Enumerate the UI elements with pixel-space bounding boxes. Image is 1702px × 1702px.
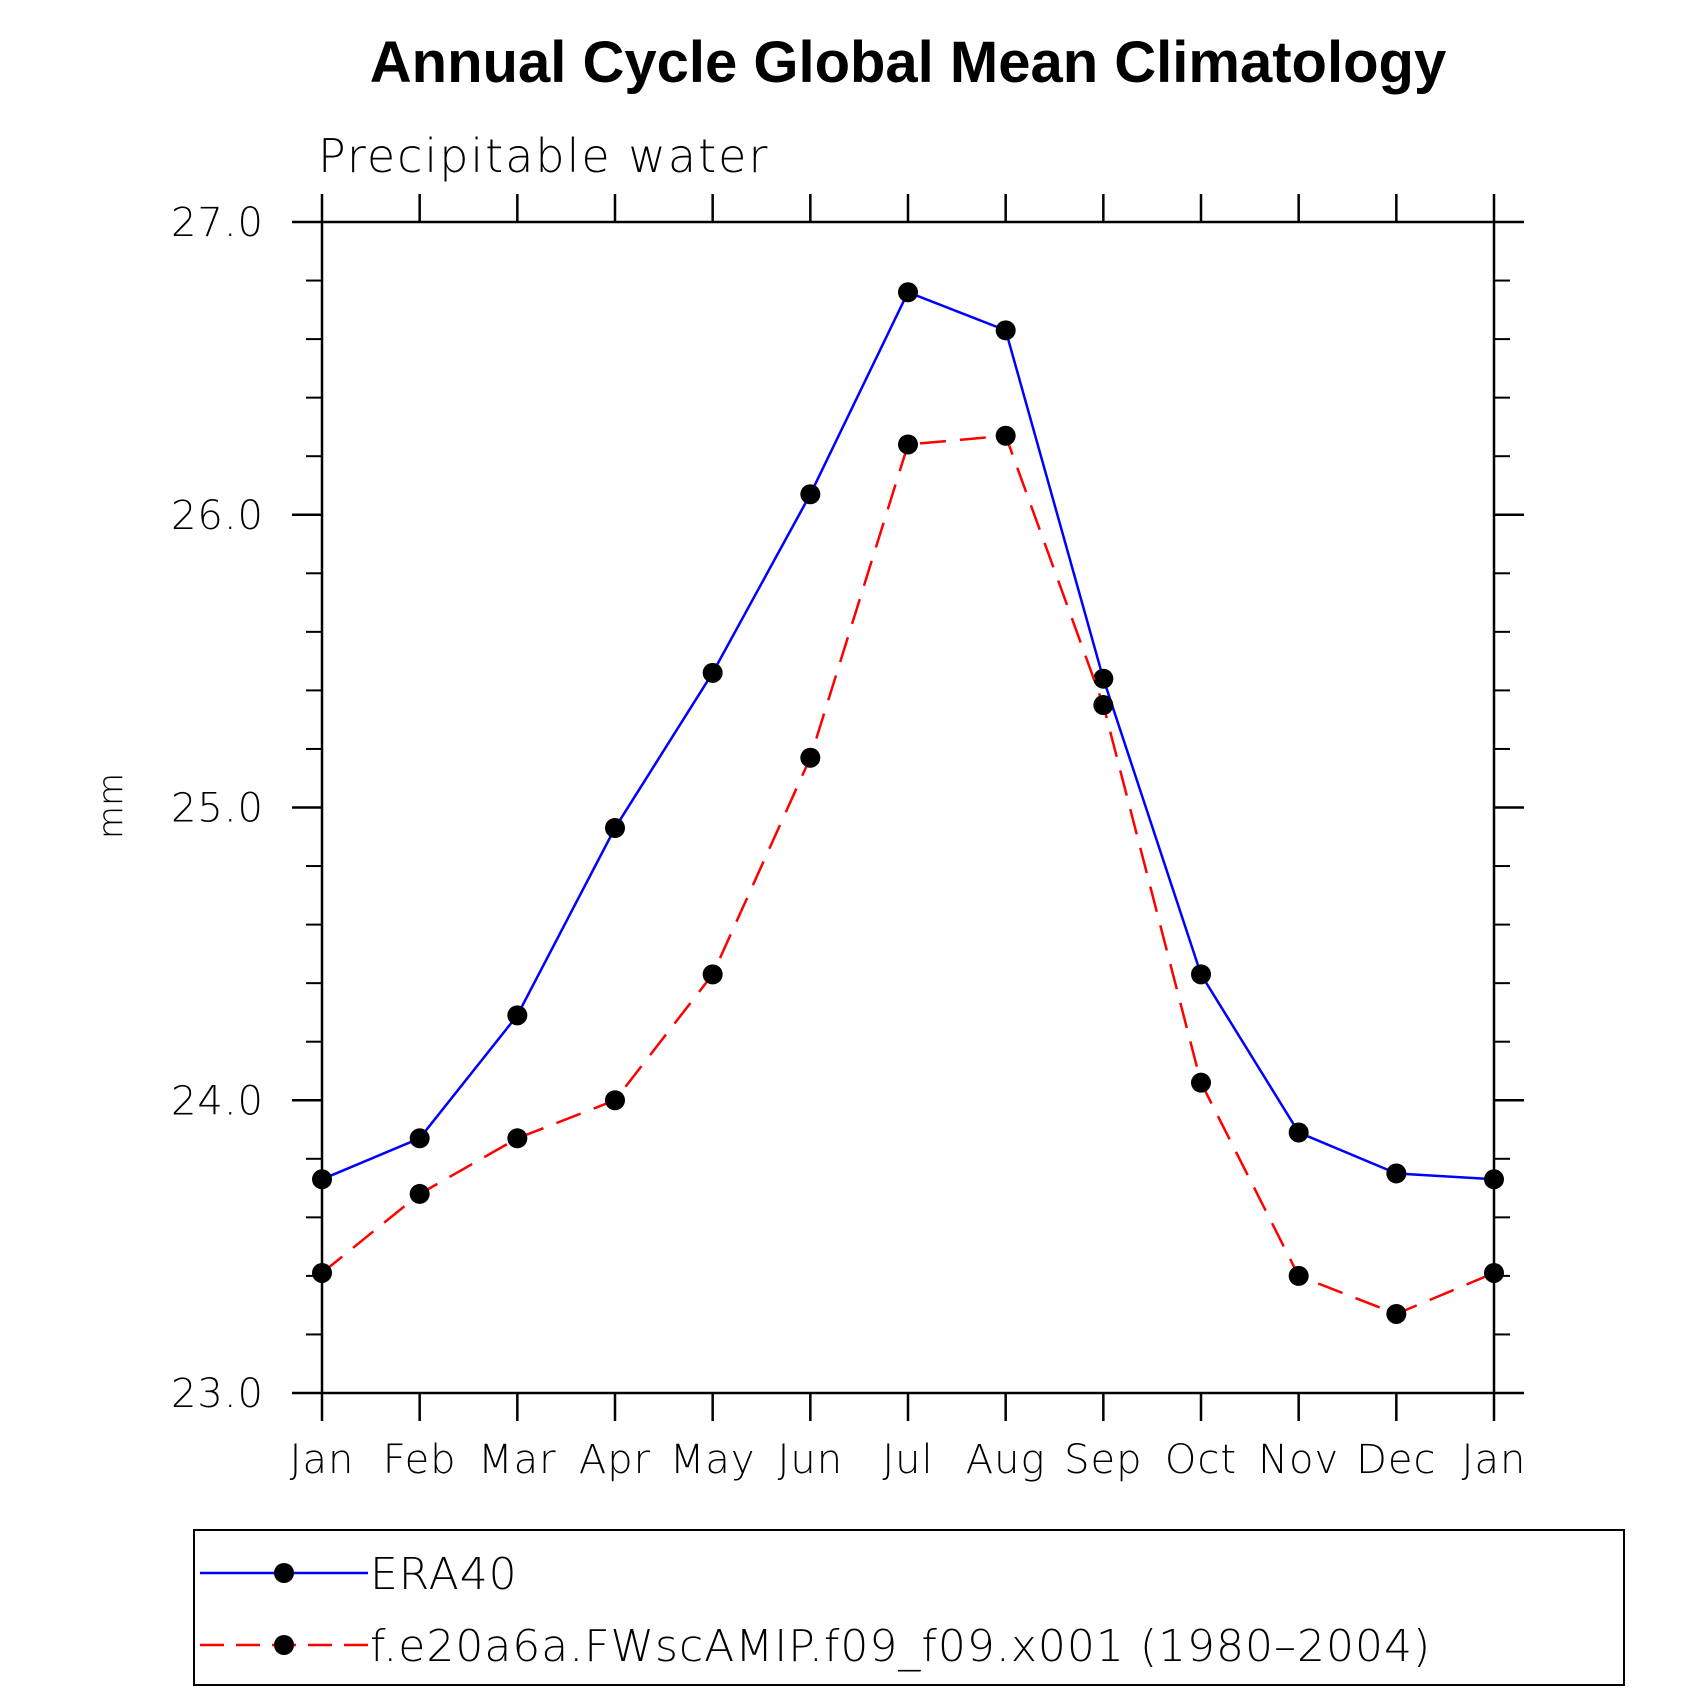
legend-marker [274, 1563, 294, 1583]
y-axis-label: mm [91, 773, 131, 839]
data-point [605, 817, 625, 838]
y-tick-label: 23.0 [171, 1371, 264, 1417]
legend-item: f.e20a6a.FWscAMIP.f09_f09.x001 (1980–200… [200, 1621, 1431, 1672]
data-point [312, 1169, 332, 1190]
y-tick-label: 24.0 [171, 1078, 264, 1124]
data-point [312, 1262, 332, 1283]
series-1 [312, 282, 1504, 1190]
data-point [898, 282, 918, 303]
series-2 [312, 425, 1504, 1324]
data-point [1288, 1122, 1309, 1143]
x-tick-label: Dec [1356, 1437, 1436, 1483]
x-tick-label: Jan [1462, 1437, 1527, 1483]
y-tick-label: 25.0 [171, 786, 264, 832]
data-point [1093, 668, 1114, 689]
data-point [995, 320, 1016, 341]
legend: ERA40 f.e20a6a.FWscAMIP.f09_f09.x001 (198… [193, 1529, 1625, 1686]
x-tick-label: Oct [1165, 1437, 1237, 1483]
x-tick-label: Aug [966, 1437, 1046, 1483]
x-tick-label: Apr [579, 1437, 651, 1483]
x-tick-label: Jan [290, 1437, 355, 1483]
x-tick-label: Feb [383, 1437, 457, 1483]
data-point [702, 964, 723, 985]
x-tick-label: Nov [1258, 1437, 1339, 1483]
data-point [605, 1090, 625, 1111]
legend-marker [274, 1635, 294, 1655]
plot-frame [320, 220, 1496, 1395]
data-point [1191, 964, 1211, 985]
legend-label: ERA40 [370, 1549, 518, 1600]
data-point [1484, 1169, 1504, 1190]
data-point [1386, 1303, 1407, 1324]
legend-box [193, 1529, 1625, 1686]
data-point [1484, 1262, 1504, 1283]
data-point [1288, 1265, 1309, 1286]
data-point [507, 1128, 528, 1149]
data-point [995, 425, 1016, 446]
data-point [409, 1183, 430, 1204]
data-point [1386, 1163, 1407, 1184]
chart-title: Annual Cycle Global Mean Climatology [370, 30, 1446, 95]
data-point [1191, 1072, 1211, 1093]
data-point [702, 662, 723, 683]
data-point [800, 747, 821, 768]
x-tick-label: Jul [882, 1437, 933, 1483]
x-tick-label: Mar [478, 1437, 556, 1483]
x-tick-label: Sep [1064, 1437, 1142, 1483]
data-point [409, 1128, 430, 1149]
legend-items: ERA40 f.e20a6a.FWscAMIP.f09_f09.x001 (198… [200, 1549, 1431, 1672]
x-tick-label: Jun [778, 1437, 844, 1483]
y-tick-label: 27.0 [171, 200, 264, 246]
series-line [321, 290, 1495, 1181]
legend-item: ERA40 [200, 1549, 518, 1600]
data-point [800, 484, 821, 505]
data-point [898, 434, 918, 455]
series-layer [312, 282, 1504, 1324]
chart-subtitle: Precipitable water [318, 129, 769, 183]
x-tick-label: May [670, 1437, 756, 1483]
data-point [507, 1005, 528, 1026]
series-line [321, 434, 1495, 1316]
data-point [1093, 695, 1114, 716]
legend-label: f.e20a6a.FWscAMIP.f09_f09.x001 (1980–200… [370, 1621, 1431, 1672]
axes: Jan Feb Mar Apr May Jun Jul Aug Sep Oct Nov Dec Jan 2… [171, 194, 1527, 1483]
y-tick-label: 26.0 [171, 493, 264, 539]
